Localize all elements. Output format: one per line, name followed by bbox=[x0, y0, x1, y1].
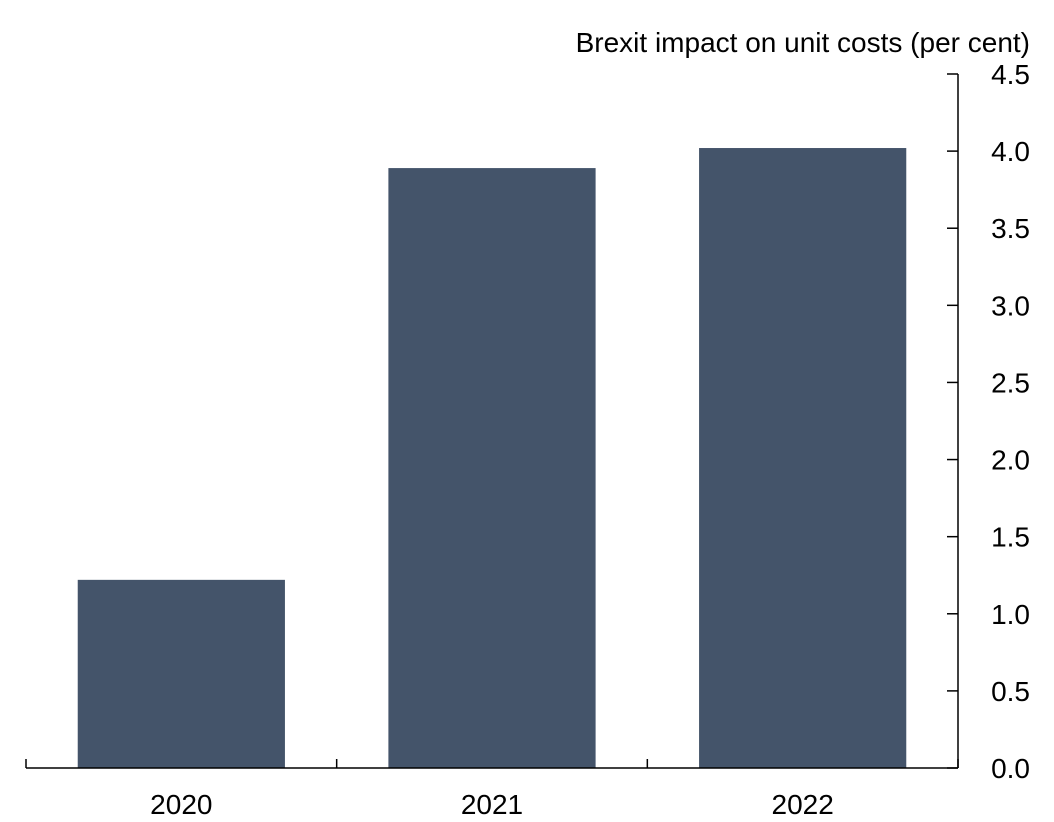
y-tick-label: 3.0 bbox=[991, 290, 1030, 321]
y-axis-title: Brexit impact on unit costs (per cent) bbox=[576, 27, 1030, 58]
bars-group bbox=[77, 148, 907, 768]
y-tick-label: 0.5 bbox=[991, 676, 1030, 707]
y-tick-label: 3.5 bbox=[991, 213, 1030, 244]
x-axis: 2020 2021 2022 bbox=[25, 759, 959, 820]
y-tick-label: 2.0 bbox=[991, 445, 1030, 476]
bar-2021 bbox=[388, 168, 596, 768]
y-tick-label: 4.0 bbox=[991, 136, 1030, 167]
y-tick-label: 1.0 bbox=[991, 599, 1030, 630]
x-tick-label: 2022 bbox=[772, 789, 834, 820]
y-tick-label: 4.5 bbox=[991, 59, 1030, 90]
x-tick-label: 2020 bbox=[150, 789, 212, 820]
y-axis: 0.0 0.5 1.0 1.5 2.0 2.5 3.0 3.5 4.0 4.5 bbox=[947, 59, 1030, 784]
y-tick-label: 2.5 bbox=[991, 367, 1030, 398]
bar-2020 bbox=[77, 579, 285, 768]
y-tick-label: 1.5 bbox=[991, 522, 1030, 553]
bar-2022 bbox=[699, 148, 907, 768]
x-tick-label: 2021 bbox=[461, 789, 523, 820]
y-tick-label: 0.0 bbox=[991, 753, 1030, 784]
